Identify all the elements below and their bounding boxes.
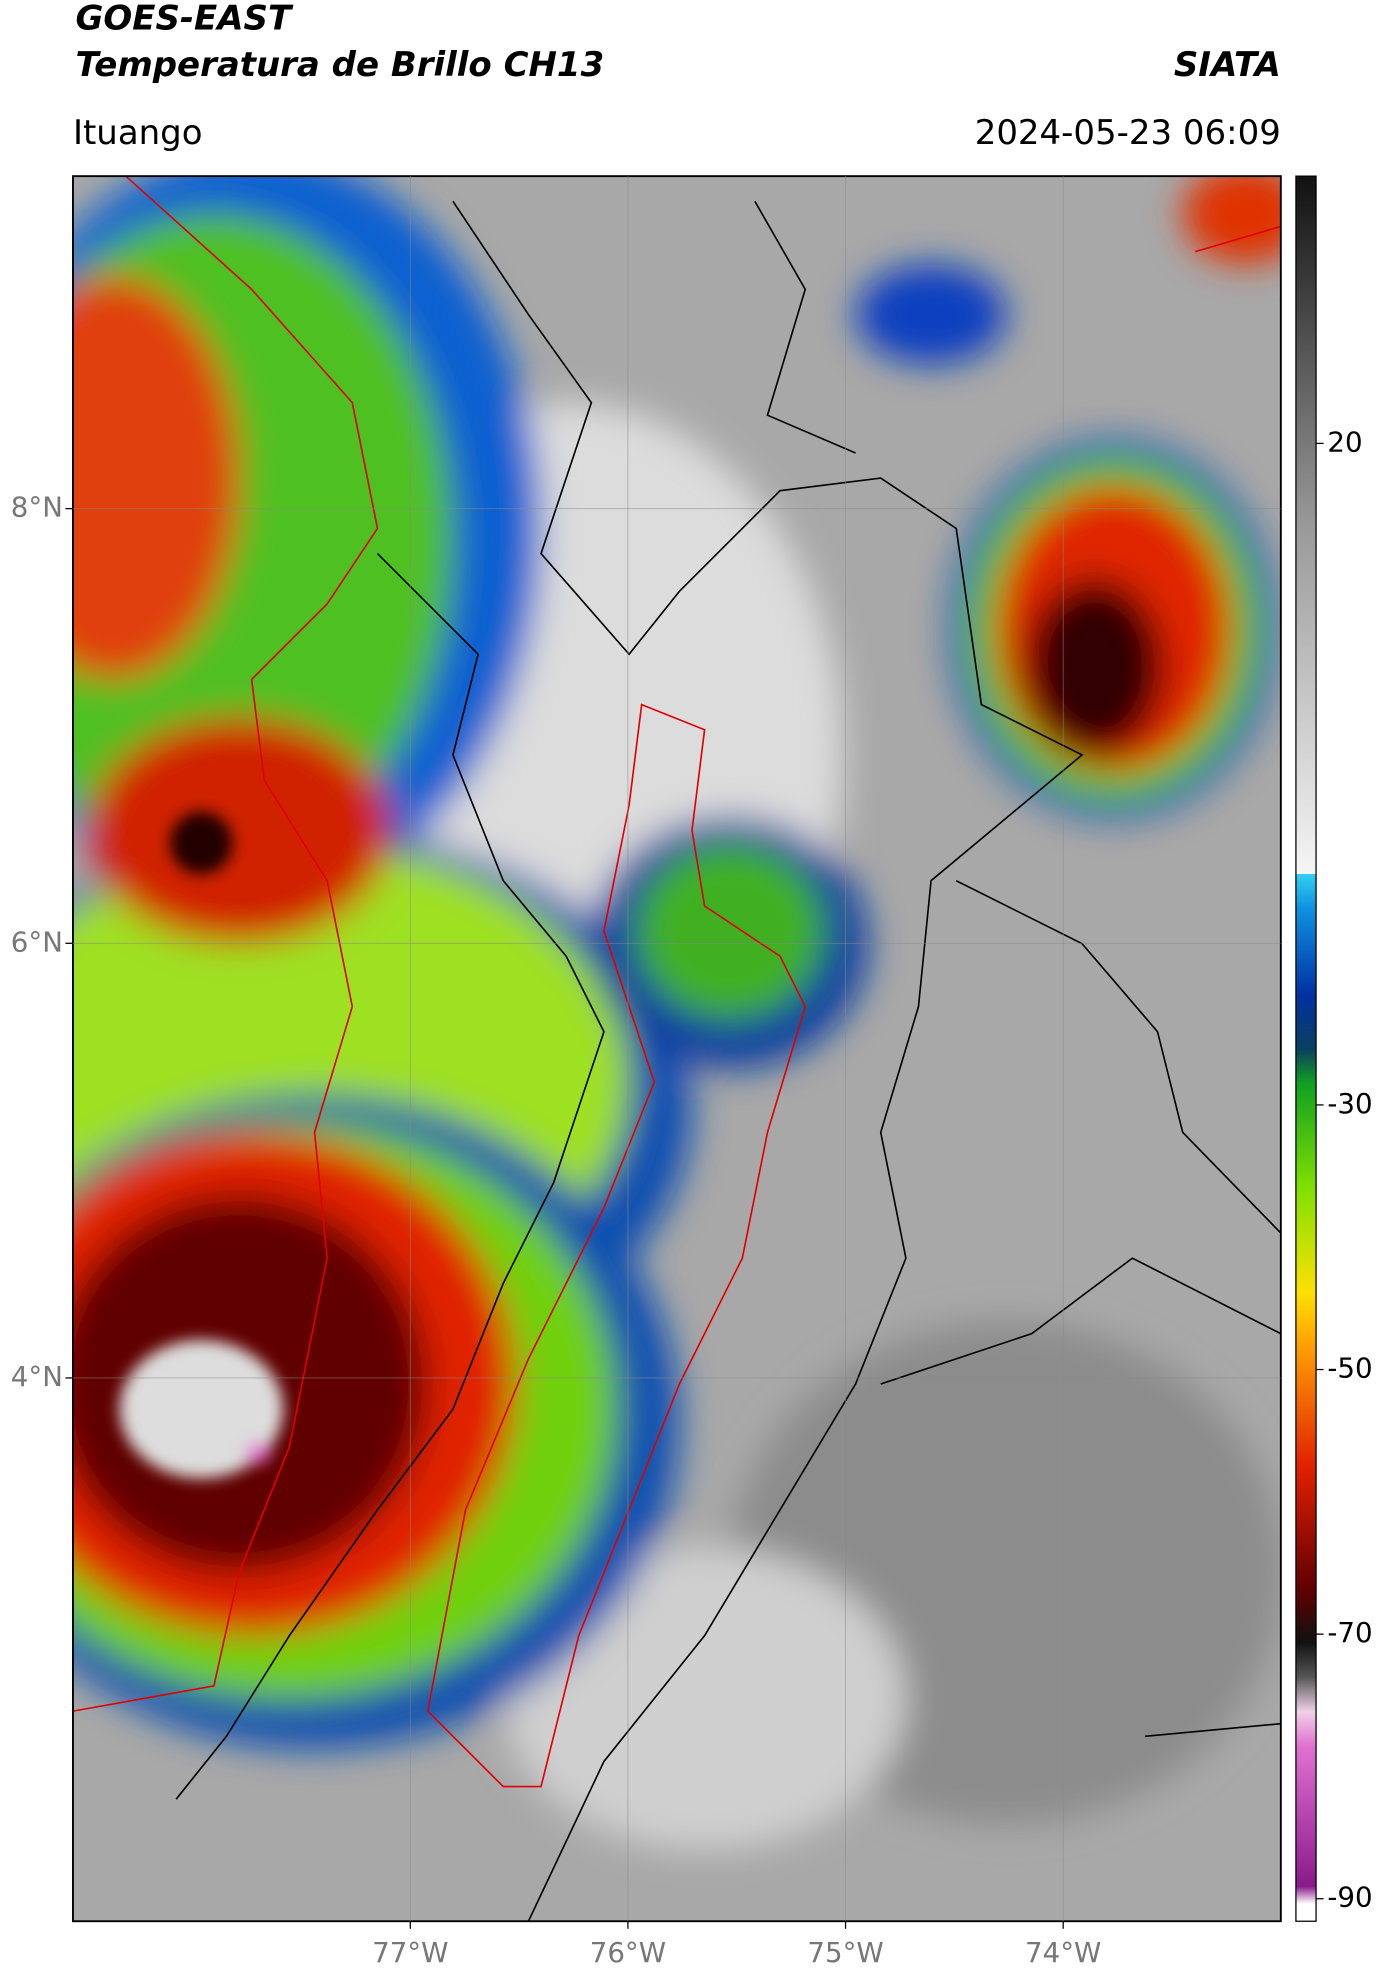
colorbar-tick-label: -50: [1327, 1352, 1372, 1385]
satellite-image: [72, 176, 1281, 1922]
subtitle: Temperatura de Brillo CH13: [75, 45, 604, 85]
y-tick-label: 8°N: [11, 491, 63, 524]
x-tick-label: 76°W: [590, 1936, 666, 1969]
brand: SIATA: [1174, 45, 1281, 85]
title: GOES-EAST: [75, 0, 293, 39]
x-tick-label: 74°W: [1025, 1936, 1101, 1969]
colorbar-tick-label: -30: [1327, 1087, 1372, 1120]
colorbar-tick-label: -70: [1327, 1616, 1372, 1649]
colorbar-tick-label: -90: [1327, 1881, 1372, 1914]
colorbar-tick-label: 20: [1327, 425, 1362, 458]
y-tick-label: 4°N: [11, 1360, 63, 1393]
colorbar: [1295, 175, 1317, 1922]
x-tick-label: 77°W: [372, 1936, 448, 1969]
map-frame: [72, 175, 1282, 1923]
borders: [175, 200, 1281, 1922]
location: Ituango: [73, 113, 203, 153]
x-tick-label: 75°W: [807, 1936, 883, 1969]
boundaries: [72, 176, 1281, 1788]
y-tick-label: 6°N: [11, 925, 63, 958]
datetime: 2024-05-23 06:09: [975, 113, 1281, 153]
